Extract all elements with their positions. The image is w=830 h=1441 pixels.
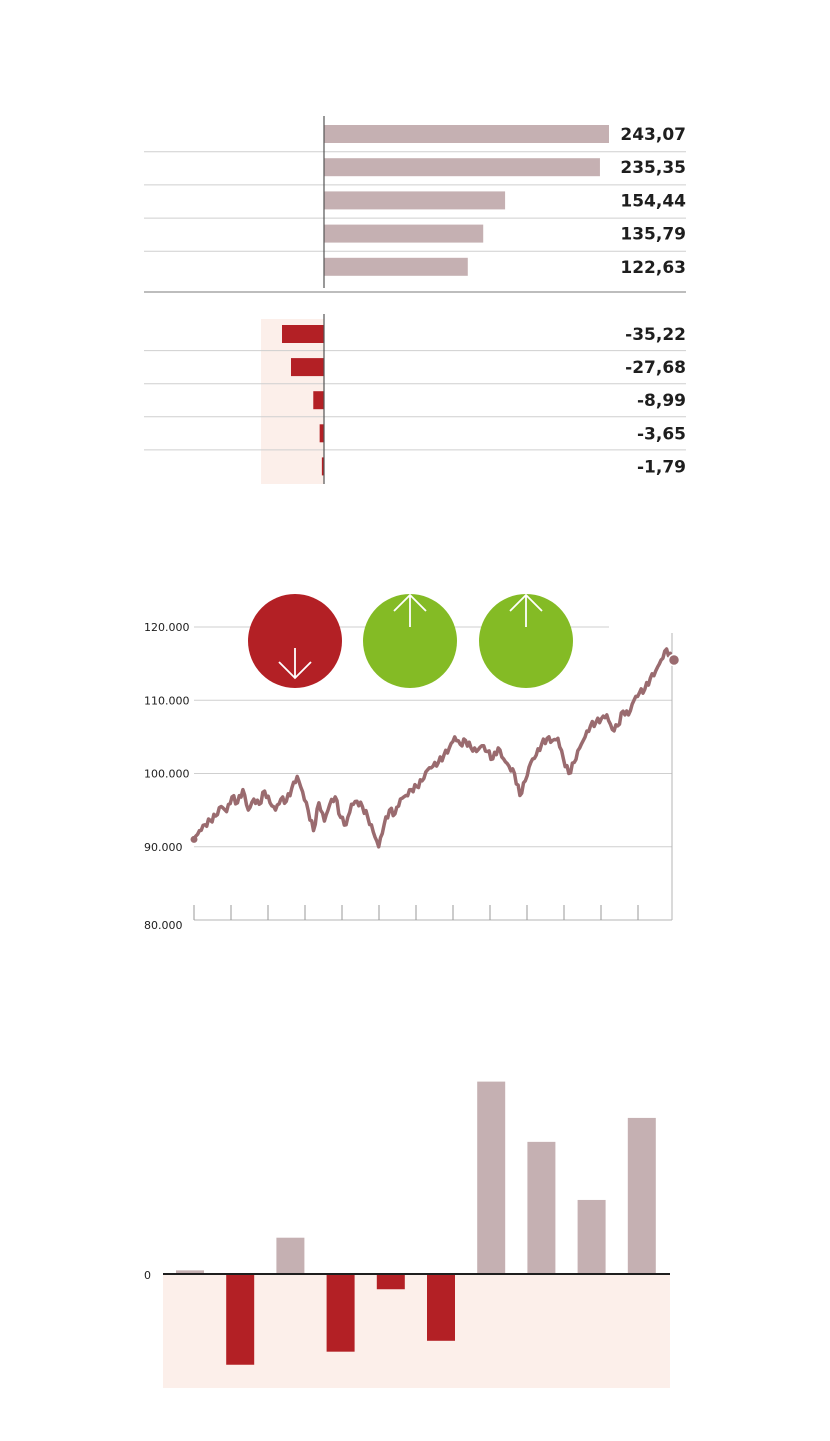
- top-bar-chart: 243,07 235,35 154,44 135,79 122,63: [144, 116, 686, 293]
- index-line-chart: 120.000 110.000 100.000 90.000 80.000: [144, 593, 681, 932]
- bar: [324, 158, 600, 177]
- bar: [226, 1274, 255, 1365]
- series-line: [192, 647, 674, 849]
- bar: [324, 224, 484, 243]
- value-label: -1,79: [637, 457, 686, 477]
- arrow-up-icon: [509, 593, 543, 627]
- bar: [324, 257, 468, 276]
- down-marker-circle: [248, 594, 342, 688]
- bar: [313, 391, 324, 410]
- value-label: -3,65: [637, 424, 686, 444]
- y-tick-label: 100.000: [144, 768, 190, 781]
- bar: [477, 1081, 506, 1274]
- bottom-bar-chart: -35,22 -27,68 -8,99 -3,65 -1,79: [144, 314, 686, 484]
- bar: [427, 1274, 455, 1341]
- y-tick-label: 90.000: [144, 841, 183, 854]
- value-label: -27,68: [625, 358, 686, 378]
- value-label: 243,07: [620, 125, 686, 145]
- bar: [276, 1237, 305, 1274]
- bar: [376, 1274, 405, 1290]
- value-label: -8,99: [637, 391, 686, 411]
- bar: [290, 358, 324, 377]
- bar: [319, 424, 324, 443]
- bar: [176, 1270, 204, 1274]
- vertical-bar-chart: 0: [144, 1081, 670, 1388]
- up-marker-circle: [479, 594, 573, 688]
- bar: [324, 191, 506, 210]
- bar: [282, 325, 324, 343]
- bar: [321, 457, 324, 476]
- y-tick-label: 110.000: [144, 694, 190, 707]
- arrow-down-icon: [278, 648, 312, 680]
- start-point: [190, 835, 198, 843]
- value-label: 135,79: [620, 225, 686, 245]
- value-label: -35,22: [625, 325, 686, 345]
- y-tick-label: 80.000: [144, 919, 183, 932]
- bar: [627, 1117, 656, 1274]
- bar: [326, 1274, 355, 1352]
- end-point: [667, 653, 681, 667]
- value-label: 235,35: [620, 158, 686, 178]
- arrow-up-icon: [393, 593, 427, 627]
- y-tick-label: 0: [144, 1269, 151, 1282]
- value-label: 154,44: [620, 191, 686, 211]
- bar: [527, 1141, 556, 1274]
- bar: [577, 1199, 606, 1274]
- y-tick-label: 120.000: [144, 621, 190, 634]
- bar: [324, 125, 609, 143]
- value-label: 122,63: [620, 258, 686, 278]
- up-marker-circle: [363, 594, 457, 688]
